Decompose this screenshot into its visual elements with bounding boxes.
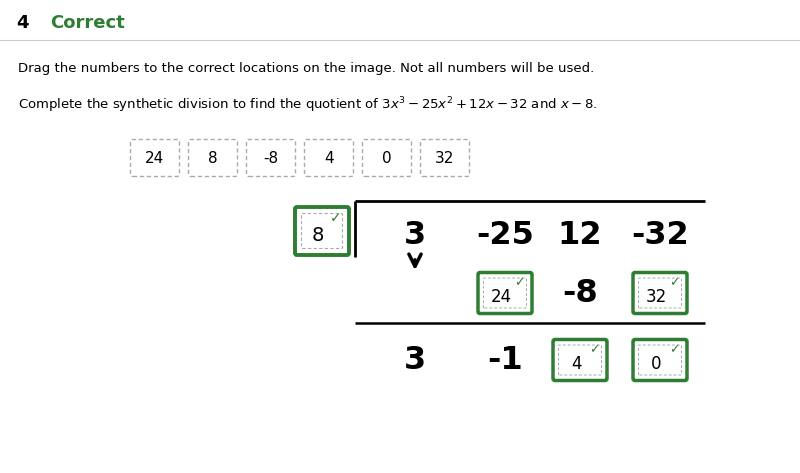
FancyBboxPatch shape [246,140,295,176]
FancyBboxPatch shape [421,140,470,176]
Text: -8: -8 [263,150,278,166]
FancyBboxPatch shape [295,207,349,255]
Text: 24: 24 [146,150,165,166]
FancyBboxPatch shape [189,140,238,176]
Text: ✓: ✓ [514,277,524,289]
FancyBboxPatch shape [633,272,687,314]
Text: 0: 0 [382,150,392,166]
Text: Drag the numbers to the correct locations on the image. Not all numbers will be : Drag the numbers to the correct location… [18,61,594,75]
Text: 24: 24 [490,288,511,306]
FancyBboxPatch shape [130,140,179,176]
Text: 12: 12 [558,219,602,251]
Text: -25: -25 [476,219,534,251]
FancyBboxPatch shape [638,345,682,375]
FancyBboxPatch shape [558,345,602,375]
Text: 32: 32 [646,288,666,306]
FancyBboxPatch shape [483,278,526,308]
FancyBboxPatch shape [633,340,687,380]
FancyBboxPatch shape [302,213,342,248]
Text: 4: 4 [570,355,582,373]
Text: ✓: ✓ [669,343,679,357]
Text: -1: -1 [487,344,523,376]
Text: 8: 8 [208,150,218,166]
FancyBboxPatch shape [362,140,411,176]
Text: ✓: ✓ [589,343,599,357]
Text: 3: 3 [404,219,426,251]
FancyBboxPatch shape [553,340,607,380]
FancyBboxPatch shape [478,272,532,314]
Text: 4: 4 [16,14,28,32]
Text: ✓: ✓ [330,211,342,225]
Text: 32: 32 [435,150,454,166]
Text: 4: 4 [324,150,334,166]
FancyBboxPatch shape [305,140,354,176]
Text: ✓: ✓ [669,277,679,289]
Text: Correct: Correct [50,14,125,32]
Text: 0: 0 [650,355,662,373]
Text: 8: 8 [312,226,324,245]
FancyBboxPatch shape [638,278,682,308]
Text: -32: -32 [631,219,689,251]
Text: Complete the synthetic division to find the quotient of $3x^3 - 25x^2 + 12x - 32: Complete the synthetic division to find … [18,95,598,115]
Text: -8: -8 [562,278,598,308]
Text: 3: 3 [404,344,426,376]
